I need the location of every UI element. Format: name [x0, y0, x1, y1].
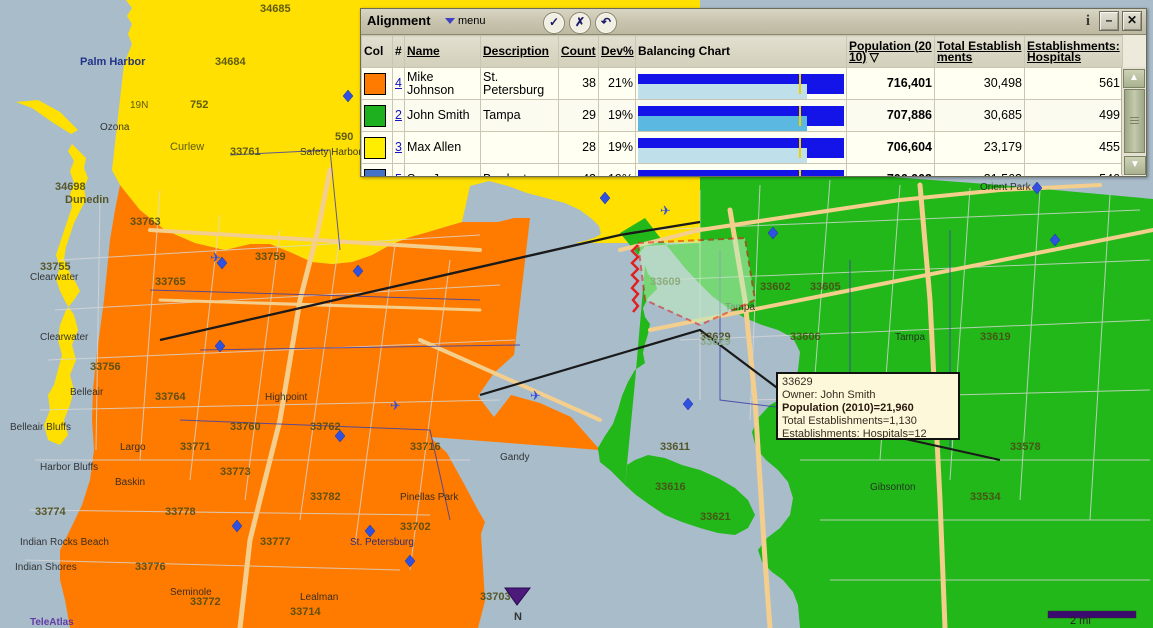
svg-text:34698: 34698: [55, 181, 86, 193]
svg-text:33774: 33774: [35, 506, 66, 518]
svg-text:Indian Rocks Beach: Indian Rocks Beach: [20, 537, 109, 548]
svg-text:33602: 33602: [760, 281, 791, 293]
svg-text:Baskin: Baskin: [115, 477, 145, 488]
svg-text:33702: 33702: [400, 521, 431, 533]
svg-text:33605: 33605: [810, 281, 841, 293]
svg-text:Dunedin: Dunedin: [65, 194, 109, 206]
svg-text:33716: 33716: [410, 441, 441, 453]
svg-text:33619: 33619: [980, 331, 1011, 343]
svg-text:33759: 33759: [255, 251, 286, 263]
svg-text:33616: 33616: [655, 481, 686, 493]
svg-text:34685: 34685: [260, 3, 291, 15]
svg-text:33782: 33782: [310, 491, 341, 503]
svg-text:Orient Park: Orient Park: [980, 182, 1032, 193]
svg-text:Clearwater: Clearwater: [40, 332, 89, 343]
svg-text:St. Petersburg: St. Petersburg: [350, 537, 414, 548]
svg-text:Indian Shores: Indian Shores: [15, 562, 77, 573]
svg-text:33755: 33755: [40, 261, 71, 273]
svg-text:33703: 33703: [480, 591, 511, 603]
svg-text:✈: ✈: [210, 250, 221, 265]
svg-text:752: 752: [190, 99, 208, 111]
svg-text:Highpoint: Highpoint: [265, 392, 307, 403]
svg-text:Belleair: Belleair: [70, 387, 104, 398]
svg-text:Harbor Bluffs: Harbor Bluffs: [40, 462, 98, 473]
svg-text:N: N: [514, 611, 522, 623]
svg-text:33763: 33763: [130, 216, 161, 228]
svg-text:✈: ✈: [390, 398, 401, 413]
svg-text:33778: 33778: [165, 506, 196, 518]
svg-text:33621: 33621: [700, 511, 731, 523]
svg-text:33771: 33771: [180, 441, 211, 453]
svg-text:Belleair Bluffs: Belleair Bluffs: [10, 422, 71, 433]
svg-text:19N: 19N: [130, 100, 148, 111]
svg-text:Pinellas Park: Pinellas Park: [400, 492, 459, 503]
svg-text:33772: 33772: [190, 596, 221, 608]
svg-text:TeleAtlas: TeleAtlas: [30, 617, 74, 628]
svg-text:33756: 33756: [90, 361, 121, 373]
svg-text:33777: 33777: [260, 536, 291, 548]
svg-text:✈: ✈: [530, 388, 541, 403]
svg-text:Lealman: Lealman: [300, 592, 338, 603]
svg-text:33760: 33760: [230, 421, 261, 433]
svg-text:Gandy: Gandy: [500, 452, 529, 463]
svg-text:Largo: Largo: [120, 442, 146, 453]
svg-text:Ozona: Ozona: [100, 122, 130, 133]
svg-text:33606: 33606: [790, 331, 821, 343]
svg-text:Curlew: Curlew: [170, 141, 204, 153]
svg-text:590: 590: [335, 131, 353, 143]
svg-text:33714: 33714: [290, 606, 321, 618]
svg-text:33776: 33776: [135, 561, 166, 573]
svg-text:33773: 33773: [220, 466, 251, 478]
svg-text:Gibsonton: Gibsonton: [870, 482, 916, 493]
svg-text:33761: 33761: [230, 146, 261, 158]
svg-text:33534: 33534: [970, 491, 1001, 503]
svg-text:33762: 33762: [310, 421, 341, 433]
svg-text:33765: 33765: [155, 276, 186, 288]
svg-text:Safety Harbor: Safety Harbor: [300, 147, 362, 158]
svg-text:34684: 34684: [215, 56, 246, 68]
svg-text:33578: 33578: [1010, 441, 1041, 453]
svg-text:Clearwater: Clearwater: [30, 272, 79, 283]
svg-text:33764: 33764: [155, 391, 186, 403]
svg-text:Palm Harbor: Palm Harbor: [80, 56, 146, 68]
svg-text:2 mi: 2 mi: [1070, 615, 1091, 627]
svg-text:33611: 33611: [660, 441, 690, 453]
svg-text:✈: ✈: [660, 203, 671, 218]
svg-text:33629: 33629: [700, 336, 731, 348]
svg-text:Tampa: Tampa: [895, 332, 925, 343]
